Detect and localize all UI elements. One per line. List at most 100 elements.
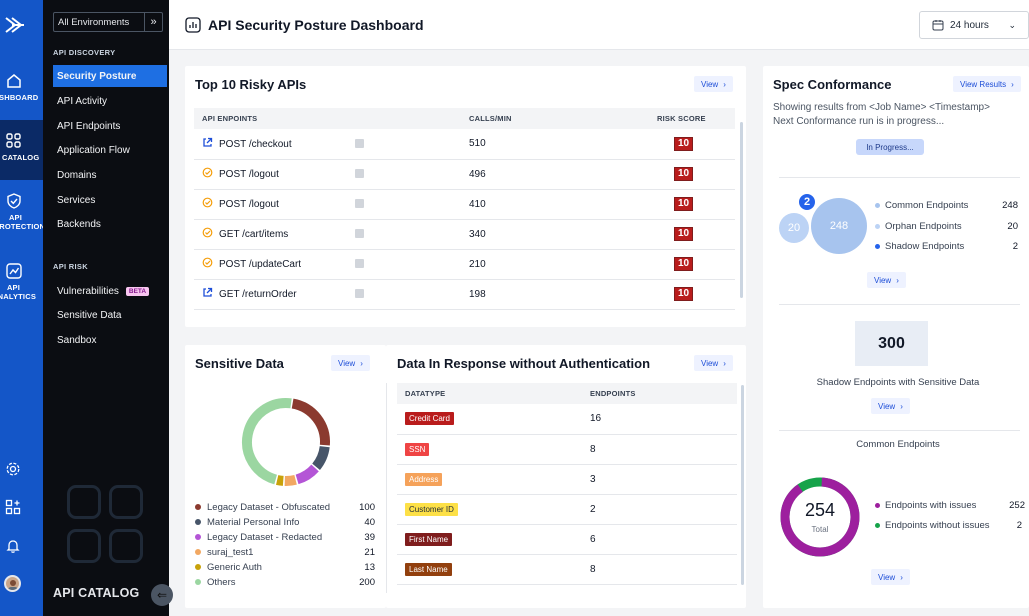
document-icon[interactable]: [355, 289, 364, 298]
table-row[interactable]: Address 3: [397, 464, 737, 495]
nav-item-backends[interactable]: Backends: [57, 218, 101, 230]
table-scrollbar[interactable]: [740, 122, 743, 298]
column-header[interactable]: CALLS/MIN: [461, 108, 649, 129]
environment-select[interactable]: All Environments »: [53, 12, 163, 32]
document-icon[interactable]: [355, 199, 364, 208]
check-badge-icon: [202, 167, 213, 178]
notification-bell-icon[interactable]: [5, 538, 21, 554]
double-chevron-right-icon[interactable]: »: [144, 13, 162, 31]
data-no-auth-view-button[interactable]: View ›: [694, 355, 733, 371]
spec-view-button[interactable]: View ›: [867, 272, 906, 288]
document-icon[interactable]: [355, 169, 364, 178]
legend-item[interactable]: Others 200: [195, 575, 375, 589]
endpoint-cell[interactable]: GET /returnOrder: [194, 279, 461, 310]
endpoint-name[interactable]: GET /cart/items: [219, 229, 289, 240]
endpoint-cell[interactable]: POST /logout: [194, 189, 461, 220]
nav-item-security-posture[interactable]: Security Posture: [53, 65, 167, 87]
rail-item-catalog[interactable]: CATALOG: [0, 120, 43, 180]
legend-label: Legacy Dataset - Redacted: [207, 531, 323, 543]
endpoint-cell[interactable]: POST /logout: [194, 159, 461, 190]
table-row[interactable]: POST /updateCart 210 10: [194, 249, 735, 280]
table-row[interactable]: Last Name 8: [397, 554, 737, 585]
risky-apis-table: API ENPOINTS CALLS/MIN RISK SCORE POST /…: [194, 108, 735, 310]
legend-value: 40: [364, 516, 375, 528]
donut-segment[interactable]: [242, 398, 292, 485]
document-icon[interactable]: [355, 138, 364, 148]
donut-segment[interactable]: [295, 464, 319, 485]
datatype-tag[interactable]: Credit Card: [405, 412, 454, 426]
check-badge-icon: [202, 227, 213, 238]
add-apps-icon[interactable]: [5, 499, 21, 515]
settings-gear-icon[interactable]: [5, 461, 21, 477]
legend-dot: [195, 579, 201, 585]
legend-item[interactable]: Legacy Dataset - Redacted 39: [195, 530, 375, 544]
endpoint-cell[interactable]: POST /checkout: [194, 129, 461, 160]
risky-apis-view-button[interactable]: View ›: [694, 76, 733, 92]
app-logo-icon[interactable]: [4, 14, 26, 36]
column-header[interactable]: API ENPOINTS: [194, 108, 461, 129]
donut-segment[interactable]: [276, 475, 284, 486]
user-avatar[interactable]: [4, 575, 21, 592]
common-endpoints-view-button[interactable]: View ›: [871, 569, 910, 585]
nav-item-sandbox[interactable]: Sandbox: [57, 334, 97, 346]
endpoint-name[interactable]: GET /returnOrder: [219, 289, 297, 300]
nav-item-vulnerabilities[interactable]: Vulnerabilities BETA: [53, 280, 167, 302]
nav-item-application-flow[interactable]: Application Flow: [57, 144, 130, 156]
nav-item-api-activity[interactable]: API Activity: [57, 95, 108, 107]
datatype-tag[interactable]: Last Name: [405, 562, 452, 576]
table-row[interactable]: GET /returnOrder 198 10: [194, 279, 735, 310]
chevron-right-icon: ›: [896, 275, 899, 285]
rail-item-dashboard[interactable]: SHBOARD: [0, 72, 43, 132]
table-row[interactable]: POST /logout 410 10: [194, 189, 735, 220]
datatype-tag[interactable]: SSN: [405, 442, 430, 456]
legend-item[interactable]: Material Personal Info 40: [195, 515, 375, 529]
sensitive-data-view-button[interactable]: View ›: [331, 355, 370, 371]
column-header[interactable]: DATATYPE: [397, 383, 582, 404]
endpoint-name[interactable]: POST /updateCart: [219, 259, 302, 270]
nav-item-services[interactable]: Services: [57, 194, 96, 206]
endpoint-name[interactable]: POST /logout: [219, 169, 279, 180]
legend-label: Legacy Dataset - Obfuscated: [207, 501, 331, 513]
table-row[interactable]: Credit Card 16: [397, 404, 737, 435]
view-label: View: [701, 358, 719, 368]
document-icon[interactable]: [355, 229, 364, 238]
rail-item-analytics[interactable]: API ANALYTICS: [0, 262, 43, 322]
table-scrollbar[interactable]: [741, 385, 744, 585]
datatype-tag[interactable]: First Name: [405, 532, 453, 546]
document-icon[interactable]: [355, 259, 364, 268]
table-row[interactable]: POST /checkout 510 10: [194, 129, 735, 160]
endpoint-name[interactable]: POST /logout: [219, 199, 279, 210]
rail-item-label: API PROTECTION: [0, 213, 43, 231]
endpoint-cell[interactable]: GET /cart/items: [194, 219, 461, 250]
table-row[interactable]: SSN 8: [397, 434, 737, 465]
table-row[interactable]: GET /cart/items 340 10: [194, 219, 735, 250]
legend-item[interactable]: Generic Auth 13: [195, 560, 375, 574]
collapse-sidebar-button[interactable]: ⇐: [151, 584, 173, 606]
endpoints-count: 2: [582, 494, 737, 525]
table-row[interactable]: POST /logout 496 10: [194, 159, 735, 190]
nav-item-domains[interactable]: Domains: [57, 169, 97, 181]
rail-item-label: API ANALYTICS: [0, 283, 37, 301]
donut-segment[interactable]: [284, 474, 297, 486]
nav-item-api-endpoints[interactable]: API Endpoints: [57, 120, 121, 132]
stat-label: Shadow Endpoints: [885, 240, 965, 252]
legend-item[interactable]: Legacy Dataset - Obfuscated 100: [195, 500, 375, 514]
table-row[interactable]: Customer ID 2: [397, 494, 737, 525]
datatype-tag[interactable]: Address: [405, 472, 443, 486]
donut-segment[interactable]: [291, 398, 330, 446]
rail-item-protection[interactable]: API PROTECTION: [0, 192, 43, 252]
endpoint-cell[interactable]: POST /updateCart: [194, 249, 461, 280]
data-no-auth-card: Data In Response without Authentication …: [386, 345, 746, 608]
shadow-sensitive-view-button[interactable]: View ›: [871, 398, 910, 414]
donut-segment[interactable]: [312, 445, 330, 470]
nav-item-sensitive-data[interactable]: Sensitive Data: [57, 309, 122, 321]
view-results-button[interactable]: View Results ›: [953, 76, 1021, 92]
column-header[interactable]: ENDPOINTS: [582, 383, 737, 404]
endpoint-name[interactable]: POST /checkout: [219, 138, 292, 150]
column-header[interactable]: RISK SCORE: [649, 108, 735, 129]
datatype-tag[interactable]: Customer ID: [405, 502, 458, 516]
donut-segment-with-issues[interactable]: [780, 477, 860, 557]
legend-item[interactable]: suraj_test1 21: [195, 545, 375, 559]
time-range-select[interactable]: 24 hours ⌄: [919, 11, 1029, 39]
table-row[interactable]: First Name 6: [397, 524, 737, 555]
